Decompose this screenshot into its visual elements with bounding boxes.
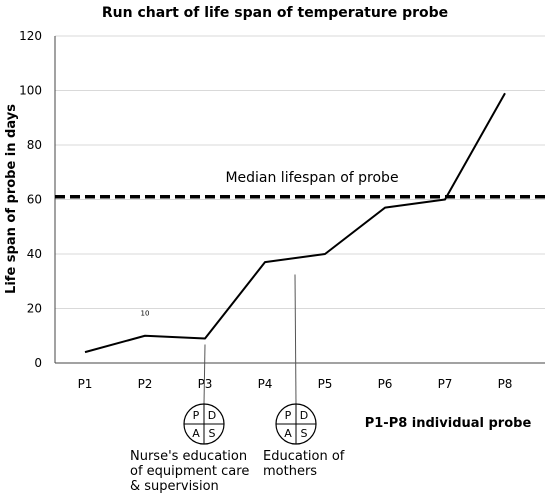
y-tick-label: 60 — [27, 193, 42, 207]
x-tick-label: P7 — [438, 377, 453, 391]
annotation-connectors — [203, 274, 297, 405]
annotation-text: & supervision — [130, 479, 219, 494]
pdsa-letter: P — [285, 409, 292, 422]
series-line — [84, 92, 506, 354]
x-tick-label: P6 — [378, 377, 393, 391]
pdsa-cycle-icon: P DA S — [275, 403, 317, 445]
pdsa-letter: D — [208, 409, 216, 422]
annotation-text: mothers — [263, 464, 317, 479]
pdsa-letter: P — [193, 409, 200, 422]
y-tick-label: 0 — [34, 356, 42, 370]
pdsa-letter: A — [192, 427, 200, 440]
annotation-text: of equipment care — [130, 464, 249, 479]
x-tick-label: P1 — [78, 377, 93, 391]
pdsa-letter: S — [301, 427, 308, 440]
annotation-text: Education of — [263, 449, 345, 464]
x-tick-label: P8 — [498, 377, 513, 391]
x-tick-label: P5 — [318, 377, 333, 391]
pdsa-cycle-icon: P DA S — [183, 403, 225, 445]
x-tick-labels: P1 P2 P3 P4 P5 P6 P7 P8 — [78, 377, 513, 391]
annotation-connector — [294, 274, 297, 405]
y-tick-label: 100 — [19, 84, 42, 98]
median-label: Median lifespan of probe — [225, 170, 398, 186]
data-label: 10 — [141, 310, 150, 318]
gridlines — [55, 35, 545, 309]
pdsa-letter: S — [209, 427, 216, 440]
y-tick-label: 80 — [27, 138, 42, 152]
chart-title: Run chart of life span of temperature pr… — [102, 5, 448, 21]
y-tick-label: 40 — [27, 247, 42, 261]
x-tick-label: P4 — [258, 377, 273, 391]
y-tick-label: 120 — [19, 29, 42, 43]
probe-caption: P1-P8 individual probe — [365, 416, 532, 431]
annotation-text: Nurse's education — [130, 449, 247, 464]
pdsa-letter: D — [300, 409, 308, 422]
annotation-connector — [203, 344, 206, 405]
x-tick-label: P2 — [138, 377, 153, 391]
x-tick-label: P3 — [198, 377, 213, 391]
pdsa-letter: A — [284, 427, 292, 440]
y-axis-label: Life span of probe in days — [4, 104, 19, 294]
y-tick-label: 20 — [27, 302, 42, 316]
data-labels: 10 — [141, 310, 150, 318]
y-tick-labels: 0 20 40 60 80 100 120 — [19, 29, 42, 370]
